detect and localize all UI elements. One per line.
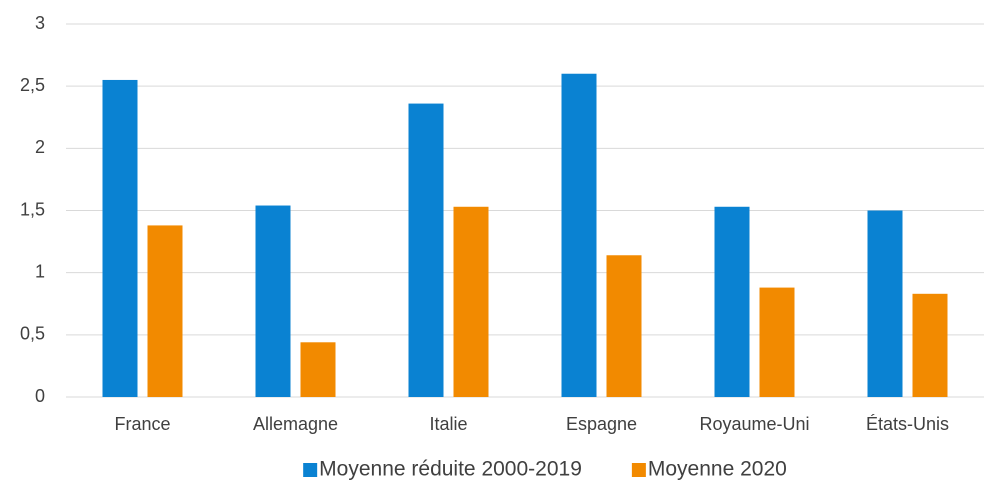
legend-swatch xyxy=(303,463,318,477)
bar xyxy=(714,206,750,397)
bar xyxy=(759,287,795,397)
legend-swatch xyxy=(631,463,646,477)
bar xyxy=(147,225,183,397)
y-tick-label: 2,5 xyxy=(20,75,45,95)
legend-label: Moyenne réduite 2000-2019 xyxy=(319,458,582,481)
x-tick-label: États-Unis xyxy=(866,414,949,434)
y-tick-label: 0,5 xyxy=(20,324,45,344)
bar xyxy=(408,103,444,397)
bar xyxy=(300,342,336,397)
y-tick-label: 3 xyxy=(35,13,45,33)
bar xyxy=(453,206,489,397)
bar xyxy=(606,255,642,397)
x-tick-label: Espagne xyxy=(566,414,637,434)
x-tick-label: France xyxy=(114,414,170,434)
y-tick-label: 1 xyxy=(35,261,45,281)
bar xyxy=(102,79,138,397)
x-tick-label: Italie xyxy=(429,414,467,434)
x-tick-label: Royaume-Uni xyxy=(699,414,809,434)
bar xyxy=(912,293,948,397)
bar xyxy=(867,210,903,397)
x-tick-label: Allemagne xyxy=(253,414,338,434)
y-tick-label: 1,5 xyxy=(20,199,45,219)
legend-label: Moyenne 2020 xyxy=(648,458,787,481)
y-tick-label: 2 xyxy=(35,137,45,157)
bar xyxy=(255,205,291,397)
bar xyxy=(561,73,597,397)
y-tick-label: 0 xyxy=(35,386,45,406)
